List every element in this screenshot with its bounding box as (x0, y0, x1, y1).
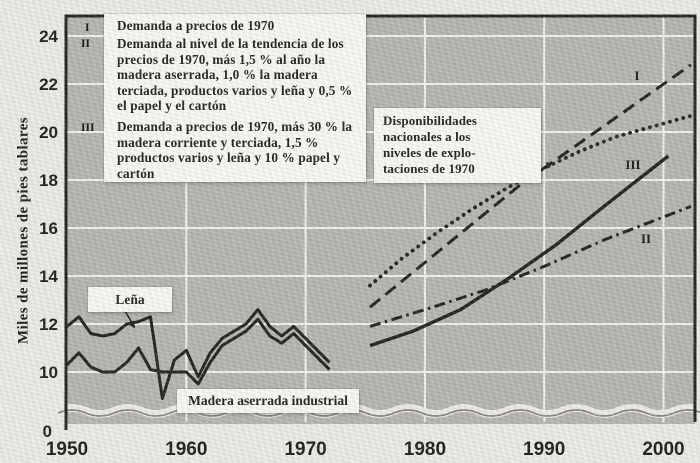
plot-frame (64, 14, 697, 430)
y-tick-12: 12 (39, 315, 58, 334)
y-tick-24: 24 (39, 27, 58, 46)
lena-label: Leña (88, 287, 172, 312)
madera-label: Madera aserrada industrial (177, 389, 359, 413)
y-tick-0: 0 (43, 422, 52, 441)
series-3 (369, 63, 692, 309)
y-tick-18: 18 (39, 171, 58, 190)
legend-entry-2-text: Demanda al nivel de la tendencia de los … (117, 36, 353, 114)
axis-break-line (57, 409, 700, 417)
series-6 (368, 113, 696, 288)
x-tick-2000: 2000 (642, 439, 684, 460)
curve-label-I: I (634, 68, 639, 83)
series-2 (65, 317, 331, 386)
availability-annotation: Disponibilidades nacionales a los nivele… (374, 108, 541, 183)
data-series (65, 63, 696, 400)
curve-label-II: II (641, 231, 651, 246)
curve-label-III: III (625, 157, 640, 172)
series-1 (66, 308, 331, 400)
y-tick-14: 14 (39, 267, 58, 286)
x-tick-1990: 1990 (523, 439, 565, 460)
axis-break-band (56, 404, 700, 418)
x-tick-1950: 1950 (46, 439, 88, 460)
legend-numeral-I: I (85, 22, 90, 34)
x-tick-1970: 1970 (284, 439, 326, 460)
x-tick-1980: 1980 (404, 439, 446, 460)
series-4 (369, 205, 692, 328)
y-tick-10: 10 (39, 363, 58, 382)
series-5 (369, 154, 670, 348)
legend-entry-3-text: Demanda a precios de 1970, más 30 % la m… (117, 119, 353, 181)
legend-numeral-II: II (81, 38, 90, 50)
y-tick-20: 20 (39, 123, 58, 142)
y-tick-16: 16 (39, 219, 58, 238)
legend-entry-1-text: Demanda a precios de 1970 (117, 18, 275, 33)
y-tick-22: 22 (39, 75, 58, 94)
legend-box: Demanda a precios de 1970 Demanda al niv… (104, 14, 366, 182)
y-axis-title: Miles de millones de pies tablares (15, 116, 32, 345)
legend-numeral-III: III (81, 122, 95, 134)
x-tick-1960: 1960 (165, 439, 207, 460)
